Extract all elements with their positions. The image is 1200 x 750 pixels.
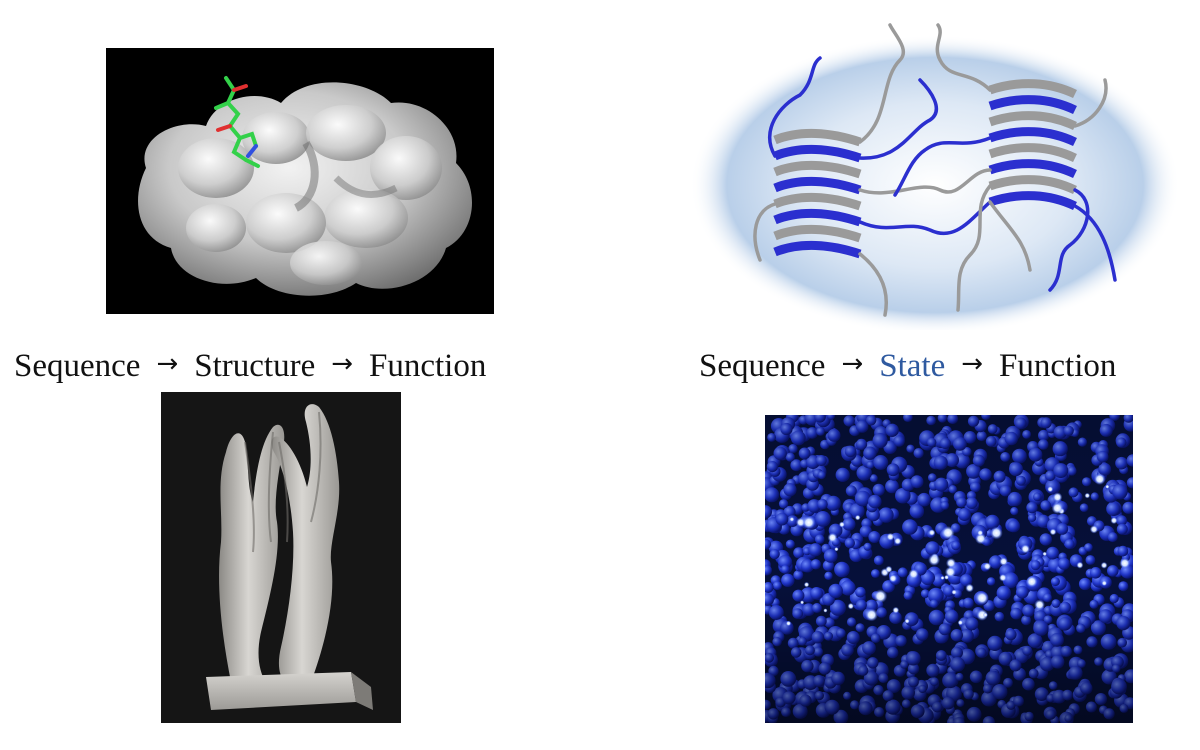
flow-step-sequence: Sequence [14, 347, 141, 384]
sequence-state-function-line: Sequence → State → Function [699, 342, 1116, 390]
sequence-structure-function-line: Sequence → Structure → Function [14, 342, 486, 390]
flow-step-function: Function [369, 347, 487, 384]
flow-step-sequence: Sequence [699, 347, 826, 384]
arrow-icon: → [961, 349, 984, 379]
fibril-structure-image [690, 20, 1180, 330]
arrow-icon: → [331, 349, 354, 379]
hands-sculpture-image [161, 392, 401, 723]
protein-surface-image [106, 48, 494, 314]
flow-step-function: Function [999, 347, 1117, 384]
arrow-icon: → [841, 349, 864, 379]
flow-step-structure: Structure [194, 347, 316, 384]
blue-particles-image [765, 415, 1133, 723]
flow-step-state: State [879, 347, 946, 384]
arrow-icon: → [156, 349, 179, 379]
